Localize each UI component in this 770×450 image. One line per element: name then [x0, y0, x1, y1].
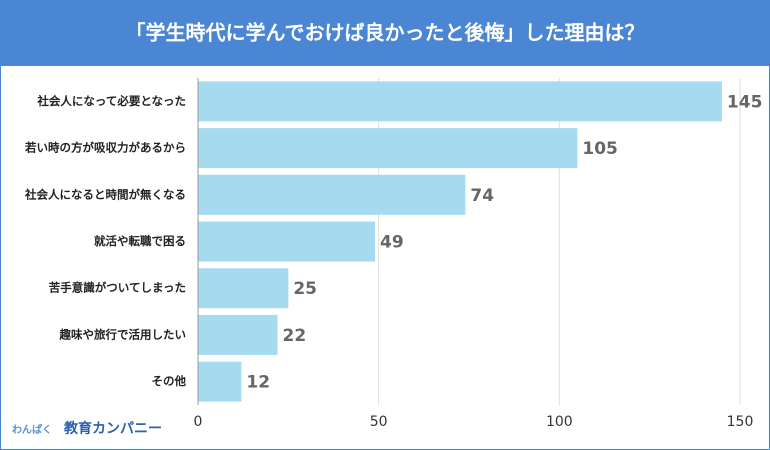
- y-tick-label: その他: [152, 374, 187, 388]
- bar: [198, 268, 289, 309]
- bar: [198, 221, 376, 262]
- value-label: 105: [582, 139, 618, 159]
- brand-company: 教育カンパニー: [64, 420, 162, 437]
- value-label: 22: [282, 326, 306, 346]
- bar: [198, 128, 578, 169]
- y-tick-label: 苦手意識がついてしまった: [49, 281, 186, 295]
- bar: [198, 314, 278, 355]
- value-label: 145: [727, 92, 763, 112]
- bar: [198, 361, 242, 402]
- bar: [198, 174, 466, 215]
- x-tick-label: 150: [727, 414, 754, 430]
- title-band: [0, 0, 770, 66]
- brand-name: わんぱく: [12, 423, 52, 436]
- y-tick-label: 若い時の方が吸収力があるから: [25, 141, 186, 155]
- chart-title: 「学生時代に学んでおけば良かったと後悔」した理由は？: [126, 21, 645, 45]
- bar: [198, 81, 722, 122]
- x-tick-label: 100: [546, 414, 573, 430]
- value-label: 49: [380, 233, 404, 253]
- y-tick-label: 趣味や旅行で活用したい: [59, 327, 187, 341]
- value-label: 74: [470, 186, 494, 206]
- y-tick-label: 就活や転職で困る: [94, 234, 186, 248]
- value-label: 12: [246, 373, 270, 393]
- value-label: 25: [293, 279, 317, 299]
- x-tick-label: 50: [370, 414, 388, 430]
- y-tick-label: 社会人になると時間が無くなる: [24, 187, 186, 201]
- y-tick-label: 社会人になって必要となった: [36, 94, 186, 108]
- x-tick-label: 0: [194, 414, 203, 430]
